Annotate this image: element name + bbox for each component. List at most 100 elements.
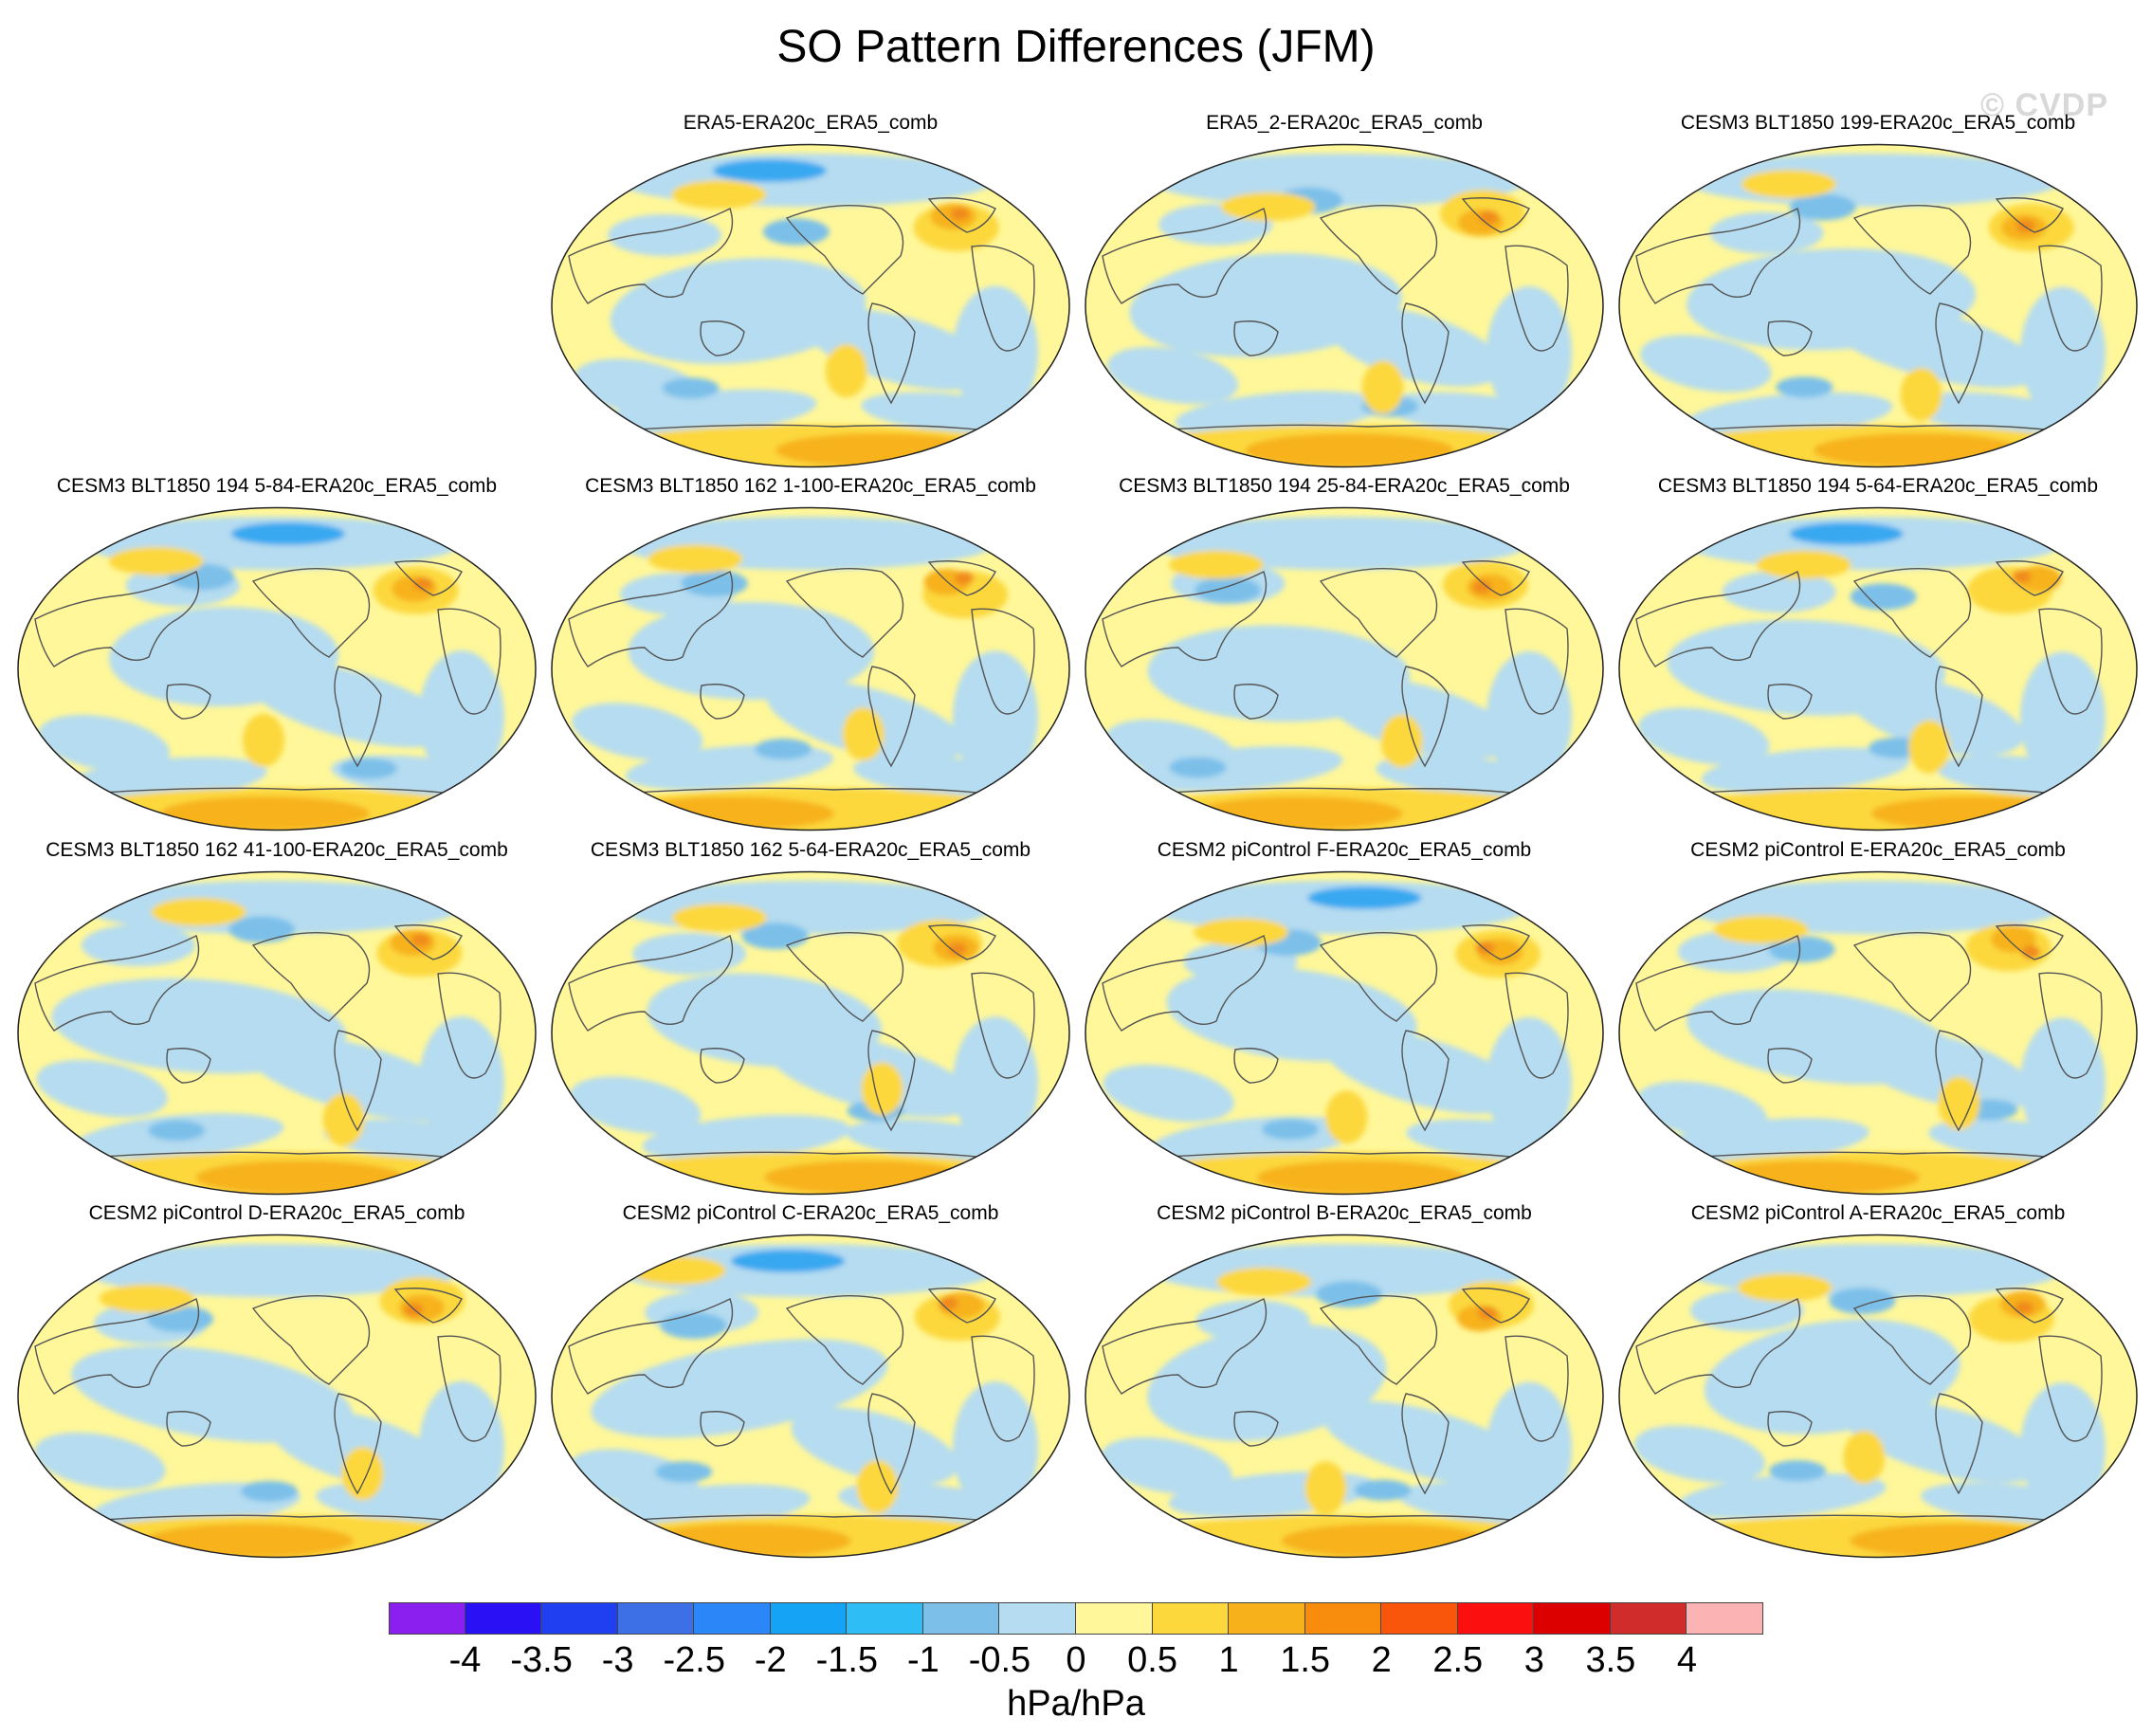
- map-panel: CESM2 piControl F-ERA20c_ERA5_comb: [1084, 839, 1605, 1197]
- map-boundary: [1085, 143, 1604, 468]
- map-boundary: [551, 506, 1070, 831]
- anomaly-field: [18, 1234, 536, 1558]
- colorbar-tick-label: -4: [448, 1640, 482, 1680]
- anomaly-field: [552, 144, 1069, 467]
- panel-title: CESM3 BLT1850 194 5-84-ERA20c_ERA5_comb: [56, 475, 498, 497]
- map-boundary: [17, 506, 537, 831]
- robinson-map: [551, 143, 1070, 468]
- map-panel: CESM2 piControl B-ERA20c_ERA5_comb: [1084, 1202, 1605, 1561]
- map-panel: CESM2 piControl A-ERA20c_ERA5_comb: [1617, 1202, 2139, 1561]
- robinson-map: [551, 1233, 1070, 1559]
- colorbar-tick-label: 2.5: [1432, 1640, 1484, 1680]
- colorbar-tick-label: 4: [1676, 1640, 1698, 1680]
- colorbar-swatch: [922, 1602, 1000, 1635]
- colorbar-swatch: [1610, 1602, 1687, 1635]
- robinson-map: [1085, 143, 1604, 468]
- map-boundary: [1618, 1233, 2138, 1559]
- map-panel: CESM3 BLT1850 162 41-100-ERA20c_ERA5_com…: [16, 839, 538, 1197]
- colorbar-swatch: [389, 1602, 465, 1635]
- panel-title: CESM2 piControl D-ERA20c_ERA5_comb: [88, 1202, 465, 1224]
- map-panel: CESM3 BLT1850 194 25-84-ERA20c_ERA5_comb: [1084, 475, 1605, 833]
- map-boundary: [17, 1233, 537, 1559]
- colorbar-tick-label: 1: [1218, 1640, 1239, 1680]
- colorbar-tick-label: -3.5: [510, 1640, 573, 1680]
- robinson-map: [1085, 1233, 1604, 1559]
- robinson-map: [1618, 506, 2138, 831]
- map-panel: ERA5_2-ERA20c_ERA5_comb: [1084, 112, 1605, 470]
- colorbar-swatch: [1076, 1602, 1153, 1635]
- colorbar-tick-label: 0.5: [1127, 1640, 1177, 1680]
- map-boundary: [17, 870, 537, 1196]
- colorbar-swatch: [1152, 1602, 1230, 1635]
- colorbar-swatch: [1304, 1602, 1382, 1635]
- map-panel: ERA5-ERA20c_ERA5_comb: [550, 112, 1071, 470]
- cvdp-watermark: © CVDP: [1980, 87, 2108, 123]
- panel-title: CESM2 piControl F-ERA20c_ERA5_comb: [1157, 839, 1532, 861]
- colorbar-swatch: [1381, 1602, 1458, 1635]
- colorbar-swatch: [1457, 1602, 1535, 1635]
- colorbar-swatch: [465, 1602, 542, 1635]
- coastline-outlines: [34, 560, 502, 800]
- colorbar-tick-label: -3: [601, 1640, 634, 1680]
- robinson-map: [551, 870, 1070, 1196]
- panel-title: CESM3 BLT1850 162 1-100-ERA20c_ERA5_comb: [585, 475, 1036, 497]
- figure-title: SO Pattern Differences (JFM): [776, 22, 1376, 72]
- anomaly-field: [1085, 144, 1603, 467]
- colorbar-swatch: [770, 1602, 848, 1635]
- map-boundary: [1618, 506, 2138, 831]
- map-boundary: [1085, 870, 1604, 1196]
- map-boundary: [1618, 143, 2138, 468]
- colorbar-tick-label: 3: [1523, 1640, 1544, 1680]
- colorbar-tick-label: 3.5: [1585, 1640, 1636, 1680]
- anomaly-field: [1619, 507, 2137, 831]
- anomaly-field: [1619, 1234, 2137, 1558]
- panel-title: CESM2 piControl A-ERA20c_ERA5_comb: [1690, 1202, 2066, 1224]
- panel-title: CESM3 BLT1850 199-ERA20c_ERA5_comb: [1680, 112, 2076, 134]
- coastline-outlines: [1635, 1288, 2103, 1527]
- robinson-map: [17, 1233, 537, 1559]
- panel-title: ERA5_2-ERA20c_ERA5_comb: [1206, 112, 1483, 134]
- colorbar-swatch: [847, 1602, 923, 1635]
- coastline-outlines: [568, 197, 1035, 437]
- map-panel: CESM2 piControl C-ERA20c_ERA5_comb: [550, 1202, 1071, 1561]
- map-panel: CESM3 BLT1850 162 1-100-ERA20c_ERA5_comb: [550, 475, 1071, 833]
- colorbar-swatch: [541, 1602, 618, 1635]
- map-boundary: [551, 870, 1070, 1196]
- anomaly-field: [1619, 871, 2137, 1195]
- panel-title: CESM2 piControl C-ERA20c_ERA5_comb: [622, 1202, 999, 1224]
- anomaly-field: [1619, 144, 2137, 467]
- robinson-map: [1618, 870, 2138, 1196]
- map-panel: CESM2 piControl D-ERA20c_ERA5_comb: [16, 1202, 538, 1561]
- robinson-map: [1618, 1233, 2138, 1559]
- colorbar-swatch: [1534, 1602, 1611, 1635]
- anomaly-field: [552, 871, 1069, 1195]
- panel-title: CESM2 piControl E-ERA20c_ERA5_comb: [1690, 839, 2066, 861]
- anomaly-field: [552, 1234, 1069, 1558]
- colorbar-swatch: [1229, 1602, 1305, 1635]
- coastline-outlines: [568, 1288, 1035, 1527]
- coastline-outlines: [34, 924, 502, 1164]
- panel-title: CESM2 piControl B-ERA20c_ERA5_comb: [1157, 1202, 1532, 1224]
- coastline-outlines: [1102, 560, 1569, 800]
- map-panel: CESM3 BLT1850 199-ERA20c_ERA5_comb: [1617, 112, 2139, 470]
- panel-title: CESM3 BLT1850 162 5-64-ERA20c_ERA5_comb: [590, 839, 1031, 861]
- coastline-outlines: [1102, 197, 1569, 437]
- map-panel: CESM3 BLT1850 194 5-84-ERA20c_ERA5_comb: [16, 475, 538, 833]
- anomaly-field: [1085, 507, 1603, 831]
- colorbar-tick-label: -2.5: [663, 1640, 725, 1680]
- coastline-outlines: [34, 1288, 502, 1527]
- colorbar-tick-label: -1.5: [815, 1640, 879, 1680]
- map-boundary: [1618, 870, 2138, 1196]
- colorbar-tick-label: 1.5: [1280, 1640, 1331, 1680]
- map-boundary: [551, 1233, 1070, 1559]
- colorbar-tick-label: -2: [754, 1640, 787, 1680]
- coastline-outlines: [568, 560, 1035, 800]
- colorbar-swatch: [999, 1602, 1076, 1635]
- colorbar-swatch: [1687, 1602, 1763, 1635]
- colorbar-swatch: [694, 1602, 771, 1635]
- robinson-map: [17, 870, 537, 1196]
- colorbar-tick-label: 0: [1066, 1640, 1086, 1680]
- map-panel: CESM2 piControl E-ERA20c_ERA5_comb: [1617, 839, 2139, 1197]
- map-boundary: [1085, 1233, 1604, 1559]
- map-panel: CESM3 BLT1850 194 5-64-ERA20c_ERA5_comb: [1617, 475, 2139, 833]
